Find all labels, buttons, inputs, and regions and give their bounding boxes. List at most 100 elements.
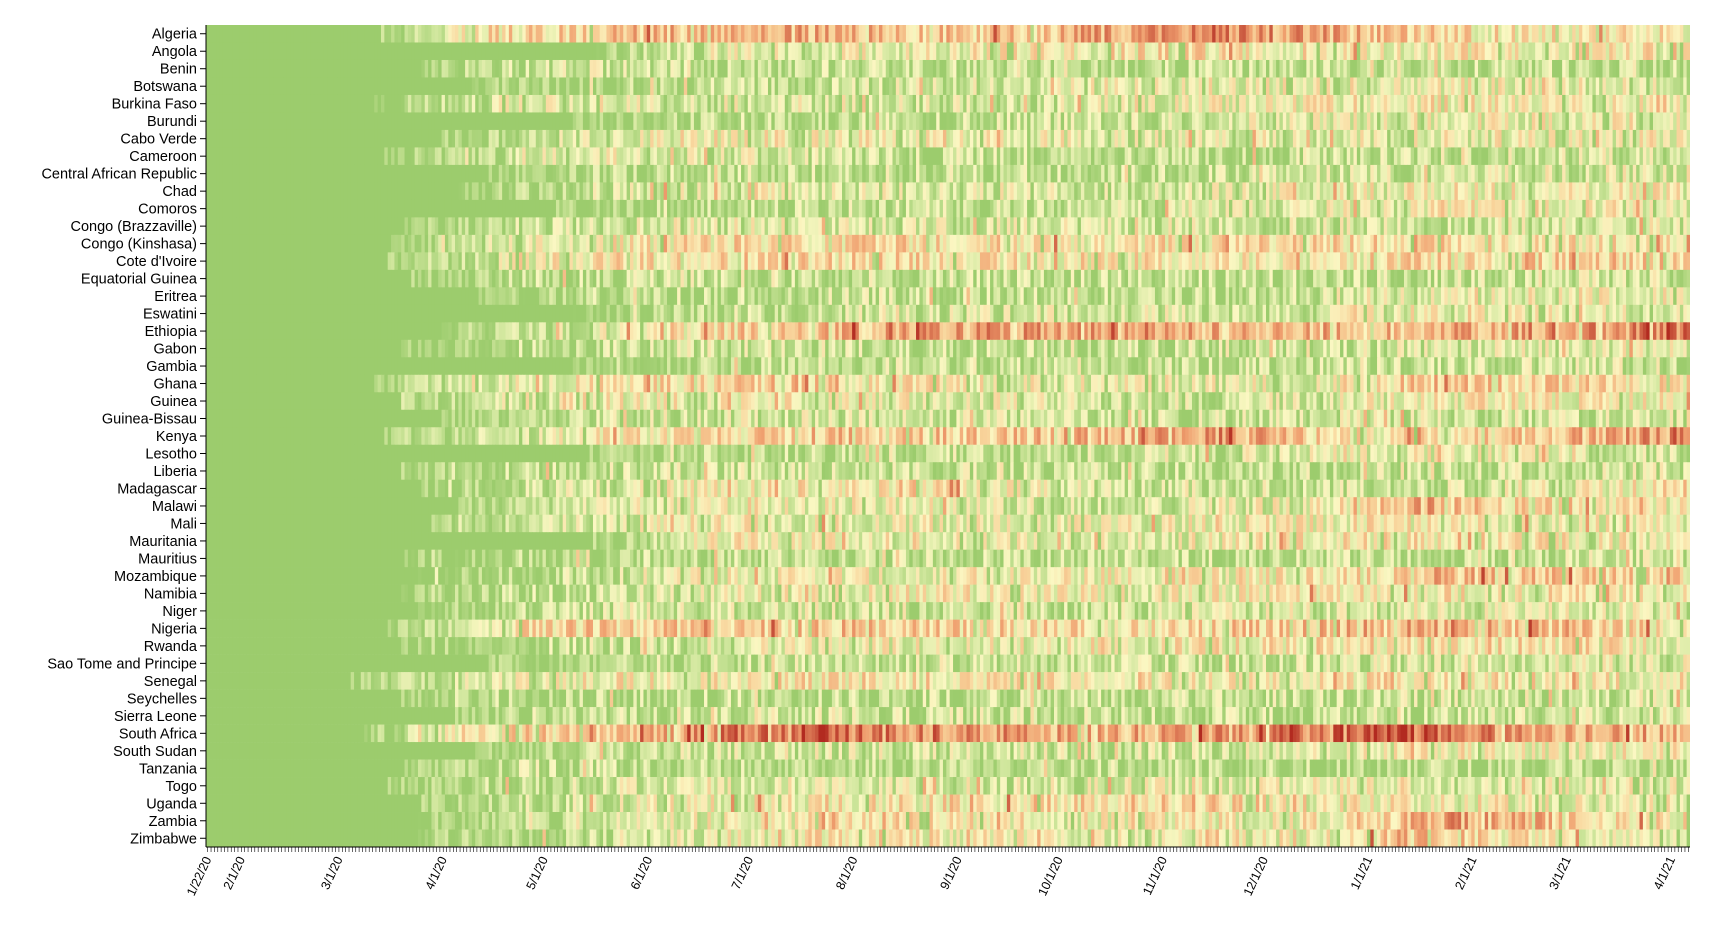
- heatmap-cell: [1356, 25, 1361, 43]
- heatmap-cell: [1568, 94, 1573, 113]
- heatmap-cell: [317, 129, 321, 148]
- heatmap-cell: [502, 217, 506, 236]
- heatmap-cell: [1272, 25, 1277, 43]
- heatmap-cell: [1336, 59, 1341, 78]
- heatmap-cell: [444, 199, 449, 218]
- heatmap-cell: [1602, 112, 1607, 131]
- heatmap-cell: [1161, 42, 1166, 61]
- heatmap-cell: [212, 129, 217, 148]
- heatmap-cell: [1467, 59, 1472, 78]
- heatmap-cell: [555, 25, 560, 43]
- heatmap-cell: [1269, 147, 1274, 166]
- heatmap-cell: [767, 42, 772, 61]
- heatmap-cell: [350, 59, 355, 78]
- heatmap-cell: [640, 59, 644, 78]
- heatmap-cell: [1656, 129, 1661, 148]
- heatmap-cell: [1064, 42, 1068, 61]
- heatmap-cell: [1683, 77, 1688, 96]
- heatmap-cell: [1296, 164, 1301, 183]
- heatmap-cell: [515, 182, 520, 201]
- heatmap-cell: [1077, 42, 1082, 61]
- heatmap-cell: [535, 25, 540, 43]
- heatmap-cell: [1006, 77, 1011, 96]
- heatmap-cell: [434, 182, 439, 201]
- heatmap-cell: [798, 199, 803, 218]
- heatmap-cell: [555, 112, 560, 131]
- heatmap-cell: [1097, 182, 1102, 201]
- heatmap-cell: [949, 147, 954, 166]
- heatmap-cell: [418, 217, 422, 236]
- heatmap-cell: [687, 25, 692, 43]
- heatmap-cell: [306, 164, 311, 183]
- heatmap-cell: [1555, 129, 1560, 148]
- heatmap-cell: [582, 199, 587, 218]
- heatmap-cell: [1663, 199, 1667, 218]
- heatmap-cell: [1067, 112, 1072, 131]
- heatmap-cell: [1319, 112, 1324, 131]
- heatmap-cell: [1599, 164, 1603, 183]
- heatmap-cell: [1511, 77, 1516, 96]
- heatmap-cell: [1030, 182, 1035, 201]
- heatmap-cell: [690, 59, 695, 78]
- heatmap-cell: [259, 164, 264, 183]
- heatmap-cell: [1171, 164, 1176, 183]
- heatmap-cell: [418, 25, 422, 43]
- heatmap-cell: [744, 199, 749, 218]
- heatmap-cell: [1663, 25, 1667, 43]
- heatmap-cell: [525, 112, 530, 131]
- heatmap-cell: [1558, 94, 1563, 113]
- heatmap-cell: [1582, 94, 1587, 113]
- heatmap-cell: [852, 25, 856, 43]
- heatmap-cell: [1249, 25, 1253, 43]
- heatmap-cell: [603, 129, 607, 148]
- heatmap-cell: [1047, 77, 1052, 96]
- heatmap-cell: [498, 147, 503, 166]
- heatmap-cell: [1676, 25, 1681, 43]
- heatmap-cell: [280, 164, 284, 183]
- heatmap-cell: [1595, 77, 1600, 96]
- heatmap-cell: [1615, 25, 1620, 43]
- heatmap-cell: [350, 129, 355, 148]
- heatmap-cell: [1393, 112, 1398, 131]
- heatmap-cell: [1033, 199, 1038, 218]
- heatmap-cell: [1016, 112, 1021, 131]
- heatmap-cell: [868, 112, 873, 131]
- heatmap-cell: [431, 199, 436, 218]
- heatmap-cell: [1565, 42, 1570, 61]
- heatmap-cell: [1239, 59, 1243, 78]
- heatmap-cell: [364, 217, 368, 236]
- heatmap-cell: [821, 25, 826, 43]
- heatmap-cell: [1629, 42, 1634, 61]
- heatmap-cell: [354, 112, 358, 131]
- heatmap-cell: [367, 182, 372, 201]
- heatmap-cell: [1101, 112, 1105, 131]
- heatmap-cell: [1030, 77, 1035, 96]
- heatmap-cell: [535, 59, 540, 78]
- heatmap-cell: [895, 182, 900, 201]
- heatmap-cell: [986, 129, 991, 148]
- heatmap-cell: [835, 77, 840, 96]
- heatmap-cell: [374, 147, 379, 166]
- heatmap-cell: [781, 59, 786, 78]
- heatmap-cell: [1652, 164, 1657, 183]
- heatmap-cell: [919, 94, 924, 113]
- heatmap-cell: [1454, 182, 1459, 201]
- heatmap-cell: [767, 94, 772, 113]
- heatmap-cell: [784, 94, 789, 113]
- heatmap-cell: [1047, 164, 1052, 183]
- heatmap-cell: [1602, 199, 1607, 218]
- heatmap-cell: [407, 77, 412, 96]
- heatmap-cell: [1356, 164, 1361, 183]
- heatmap-cell: [1451, 94, 1455, 113]
- heatmap-cell: [1575, 77, 1580, 96]
- heatmap-cell: [636, 77, 641, 96]
- heatmap-cell: [1259, 112, 1264, 131]
- heatmap-cell: [1178, 112, 1183, 131]
- heatmap-cell: [1212, 77, 1216, 96]
- heatmap-cell: [1239, 199, 1243, 218]
- heatmap-cell: [1602, 182, 1607, 201]
- heatmap-cell: [562, 42, 567, 61]
- heatmap-cell: [1299, 147, 1304, 166]
- heatmap-cell: [1340, 182, 1344, 201]
- heatmap-cell: [956, 147, 961, 166]
